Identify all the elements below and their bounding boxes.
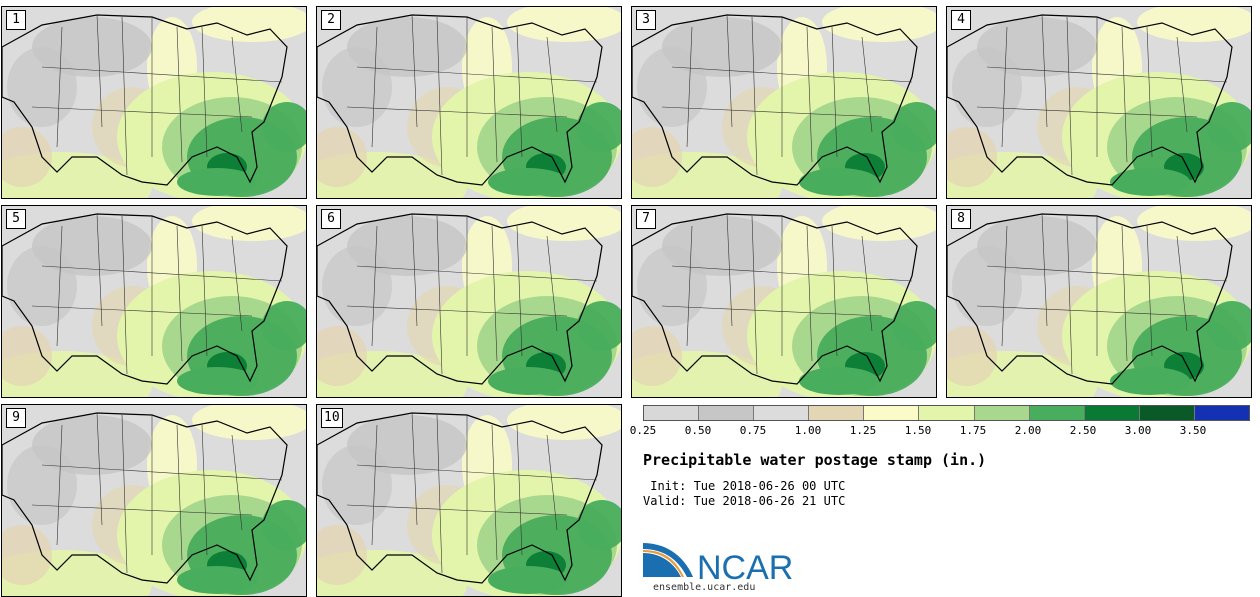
colorbar-swatch xyxy=(1194,406,1250,420)
colorbar-swatch xyxy=(864,406,920,420)
pw-field xyxy=(317,206,621,397)
page-title: Precipitable water postage stamp (in.) xyxy=(643,451,987,469)
colorbar-tick-label: 0.75 xyxy=(739,424,767,437)
member-label: 10 xyxy=(321,408,343,428)
colorbar-tick-label: 2.00 xyxy=(1014,424,1042,437)
pw-field xyxy=(947,7,1251,198)
member-label: 3 xyxy=(636,10,656,30)
member-map-5: 5 xyxy=(1,205,307,398)
colorbar-swatch xyxy=(699,406,755,420)
member-map-6: 6 xyxy=(316,205,622,398)
pw-field xyxy=(947,206,1251,397)
precipitable-water-colorbar xyxy=(643,405,1250,421)
colorbar-tick-label: 0.25 xyxy=(629,424,657,437)
member-label: 5 xyxy=(6,209,26,229)
member-map-4: 4 xyxy=(946,6,1252,199)
member-label: 4 xyxy=(951,10,971,30)
member-label: 2 xyxy=(321,10,341,30)
colorbar-tick-label: 3.50 xyxy=(1179,424,1207,437)
colorbar-tick-label: 0.50 xyxy=(684,424,712,437)
init-time: Init: Tue 2018-06-26 00 UTC xyxy=(643,479,846,493)
colorbar-tick-label: 1.00 xyxy=(794,424,822,437)
pw-field xyxy=(317,405,621,596)
member-label: 1 xyxy=(6,10,26,30)
member-map-1: 1 xyxy=(1,6,307,199)
member-label: 8 xyxy=(951,209,971,229)
pw-field xyxy=(2,206,306,397)
pw-field xyxy=(2,405,306,596)
colorbar-tick-label: 1.75 xyxy=(959,424,987,437)
colorbar-swatch xyxy=(809,406,865,420)
colorbar-swatch xyxy=(919,406,975,420)
colorbar-tick-label: 3.00 xyxy=(1124,424,1152,437)
pw-field xyxy=(2,7,306,198)
colorbar-swatch xyxy=(1139,406,1195,420)
pw-field xyxy=(632,206,936,397)
colorbar-swatch xyxy=(644,406,700,420)
member-label: 7 xyxy=(636,209,656,229)
colorbar-tick-label: 1.50 xyxy=(904,424,932,437)
member-map-7: 7 xyxy=(631,205,937,398)
member-map-3: 3 xyxy=(631,6,937,199)
logo-wordmark: NCAR xyxy=(697,549,793,583)
member-map-9: 9 xyxy=(1,404,307,597)
valid-time: Valid: Tue 2018-06-26 21 UTC xyxy=(643,494,846,508)
pw-field xyxy=(632,7,936,198)
colorbar-swatch xyxy=(974,406,1030,420)
colorbar-swatch xyxy=(1084,406,1140,420)
member-map-2: 2 xyxy=(316,6,622,199)
logo-url: ensemble.ucar.edu xyxy=(653,582,756,593)
colorbar-swatch xyxy=(754,406,810,420)
member-map-10: 10 xyxy=(316,404,622,597)
colorbar-tick-label: 2.50 xyxy=(1069,424,1097,437)
member-label: 9 xyxy=(6,408,26,428)
pw-field xyxy=(317,7,621,198)
member-label: 6 xyxy=(321,209,341,229)
colorbar-swatch xyxy=(1029,406,1085,420)
colorbar-tick-label: 1.25 xyxy=(849,424,877,437)
ncar-logo: NCAR xyxy=(643,543,793,583)
member-map-8: 8 xyxy=(946,205,1252,398)
